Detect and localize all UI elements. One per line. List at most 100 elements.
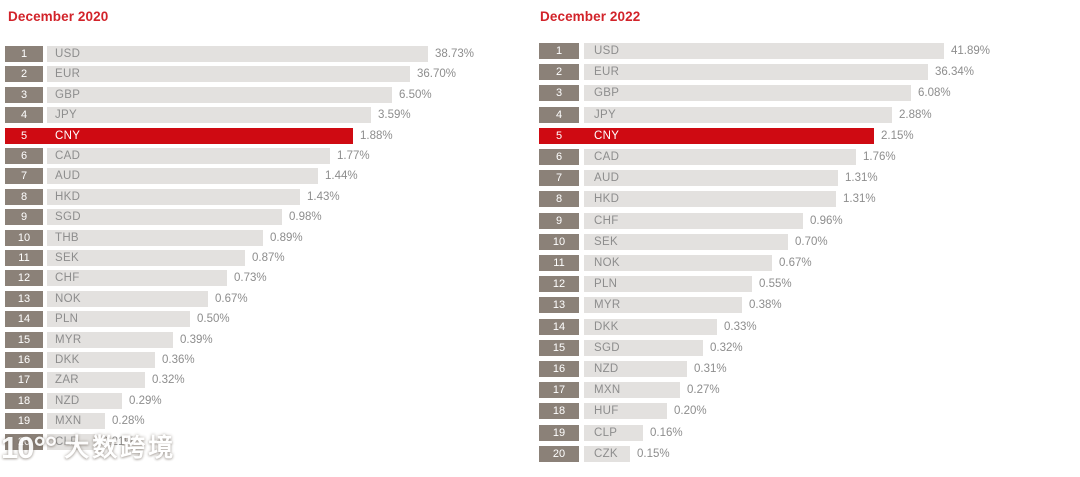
currency-label-hkd: HKD <box>55 191 81 203</box>
rank-badge-clp: 19 <box>539 425 579 441</box>
bar-myr <box>584 297 742 313</box>
value-label-dkk: 0.33% <box>724 321 757 333</box>
currency-label-clp: CLP <box>55 436 79 448</box>
rank-badge-cad: 6 <box>539 149 579 165</box>
value-label-czk: 0.15% <box>637 448 670 460</box>
rank-badge-czk: 20 <box>539 446 579 462</box>
currency-label-usd: USD <box>594 45 620 57</box>
bar-jpy <box>47 107 371 123</box>
bar-dkk <box>47 352 155 368</box>
rank-badge-mxn: 17 <box>539 382 579 398</box>
rank-badge-jpy: 4 <box>539 107 579 123</box>
value-label-nok: 0.67% <box>779 257 812 269</box>
currency-label-dkk: DKK <box>594 321 619 333</box>
currency-label-zar: ZAR <box>55 374 79 386</box>
value-label-nzd: 0.29% <box>129 395 162 407</box>
value-label-myr: 0.39% <box>180 334 213 346</box>
rank-badge-nzd: 16 <box>539 361 579 377</box>
bar-czk <box>584 446 630 462</box>
value-label-thb: 0.89% <box>270 232 303 244</box>
currency-label-sgd: SGD <box>594 342 620 354</box>
bar-pln <box>584 276 752 292</box>
rank-badge-aud: 7 <box>5 168 43 184</box>
currency-label-nzd: NZD <box>594 363 619 375</box>
chart-title-december-2022: December 2022 <box>540 9 641 24</box>
bar-nok <box>47 291 208 307</box>
currency-label-aud: AUD <box>594 172 620 184</box>
value-label-hkd: 1.31% <box>843 193 876 205</box>
currency-label-mxn: MXN <box>55 415 82 427</box>
rank-badge-aud: 7 <box>539 170 579 186</box>
currency-label-nok: NOK <box>594 257 620 269</box>
value-label-eur: 36.70% <box>417 68 457 80</box>
value-label-pln: 0.50% <box>197 313 230 325</box>
bar-usd <box>47 46 428 62</box>
rank-badge-huf: 18 <box>539 403 579 419</box>
bar-cny <box>43 128 353 144</box>
value-label-gbp: 6.50% <box>399 89 432 101</box>
value-label-jpy: 3.59% <box>378 109 411 121</box>
rank-badge-myr: 13 <box>539 297 579 313</box>
rank-badge-dkk: 14 <box>539 319 579 335</box>
bar-cny <box>579 128 874 144</box>
value-label-chf: 0.96% <box>810 215 843 227</box>
value-label-sek: 0.87% <box>252 252 285 264</box>
rank-badge-eur: 2 <box>5 66 43 82</box>
bar-nok <box>584 255 772 271</box>
value-label-cad: 1.77% <box>337 150 370 162</box>
rank-badge-cad: 6 <box>5 148 43 164</box>
bar-hkd <box>47 189 300 205</box>
value-label-mxn: 0.27% <box>687 384 720 396</box>
rank-badge-dkk: 16 <box>5 352 43 368</box>
value-label-mxn: 0.28% <box>112 415 145 427</box>
currency-label-pln: PLN <box>55 313 79 325</box>
rank-badge-jpy: 4 <box>5 107 43 123</box>
bar-eur <box>584 64 928 80</box>
value-label-cad: 1.76% <box>863 151 896 163</box>
value-label-myr: 0.38% <box>749 299 782 311</box>
bar-hkd <box>584 191 836 207</box>
value-label-sgd: 0.98% <box>289 211 322 223</box>
value-label-aud: 1.44% <box>325 170 358 182</box>
currency-label-cny: CNY <box>55 130 81 142</box>
value-label-usd: 41.89% <box>951 45 991 57</box>
rank-badge-chf: 9 <box>539 213 579 229</box>
currency-label-usd: USD <box>55 48 81 60</box>
rank-badge-gbp: 3 <box>539 85 579 101</box>
bar-aud <box>47 168 318 184</box>
currency-label-cad: CAD <box>55 150 81 162</box>
rank-badge-hkd: 8 <box>539 191 579 207</box>
chart-title-december-2020: December 2020 <box>8 9 109 24</box>
rank-badge-sek: 10 <box>539 234 579 250</box>
bar-sgd <box>47 209 282 225</box>
value-label-dkk: 0.36% <box>162 354 195 366</box>
value-label-clp: 0.16% <box>650 427 683 439</box>
value-label-huf: 0.20% <box>674 405 707 417</box>
bar-chf <box>584 213 803 229</box>
bar-clp <box>584 425 643 441</box>
currency-label-gbp: GBP <box>55 89 81 101</box>
rank-badge-nzd: 18 <box>5 393 43 409</box>
value-label-gbp: 6.08% <box>918 87 951 99</box>
rank-badge-pln: 14 <box>5 311 43 327</box>
rank-badge-zar: 17 <box>5 372 43 388</box>
bar-nzd <box>584 361 687 377</box>
currency-label-pln: PLN <box>594 278 618 290</box>
rank-badge-pln: 12 <box>539 276 579 292</box>
currency-label-hkd: HKD <box>594 193 620 205</box>
rank-badge-nok: 11 <box>539 255 579 271</box>
value-label-chf: 0.73% <box>234 272 267 284</box>
rank-badge-hkd: 8 <box>5 189 43 205</box>
currency-label-dkk: DKK <box>55 354 80 366</box>
value-label-clp: 0.21% <box>102 436 135 448</box>
currency-label-nzd: NZD <box>55 395 80 407</box>
value-label-jpy: 2.88% <box>899 109 932 121</box>
rank-badge-nok: 13 <box>5 291 43 307</box>
currency-label-myr: MYR <box>55 334 82 346</box>
currency-label-thb: THB <box>55 232 79 244</box>
value-label-cny: 2.15% <box>881 130 914 142</box>
bar-sgd <box>584 340 703 356</box>
rank-badge-cny: 5 <box>539 128 579 144</box>
bar-mxn <box>584 382 680 398</box>
bar-myr <box>47 332 173 348</box>
